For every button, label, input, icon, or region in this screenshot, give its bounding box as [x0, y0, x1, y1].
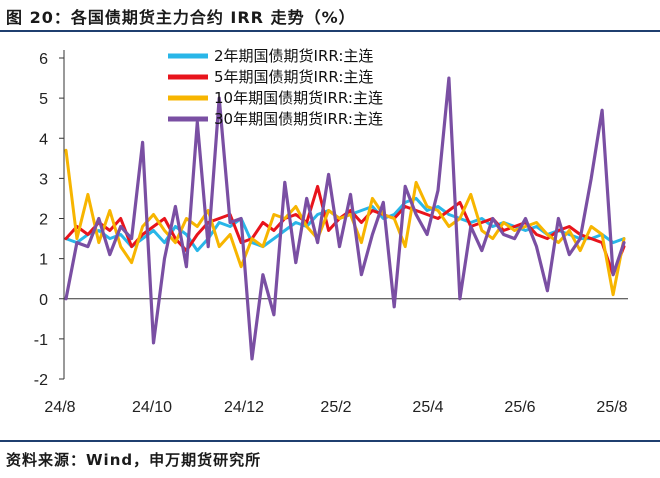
source-note: 资料来源：Wind，申万期货研究所 [6, 451, 262, 469]
legend-label: 2年期国债期货IRR:主连 [214, 47, 373, 65]
y-tick-label: 1 [39, 252, 48, 269]
legend: 2年期国债期货IRR:主连 5年期国债期货IRR:主连 10年期国债期货IRR:主连… [168, 47, 383, 128]
y-tick-label: 5 [39, 91, 48, 108]
x-tick-label: 24/8 [44, 399, 75, 416]
legend-label: 5年期国债期货IRR:主连 [214, 68, 373, 86]
y-tick-label: 4 [39, 131, 48, 148]
y-tick-label: 6 [39, 51, 48, 68]
axes: 6 5 4 3 2 1 0 -1 -2 24/8 24/10 24/12 25/2 25/4 25/6 25/… [34, 50, 628, 416]
x-tick-label: 25/4 [412, 399, 443, 416]
x-tick-label: 24/12 [224, 399, 264, 416]
x-tick-label: 24/10 [132, 399, 172, 416]
top-rule [0, 30, 660, 32]
x-tick-label: 25/6 [504, 399, 535, 416]
series-layer [64, 76, 626, 361]
x-tick-label: 25/2 [320, 399, 351, 416]
series-line-4 [64, 76, 626, 361]
y-tick-label: 3 [39, 171, 48, 188]
y-tick-label: -1 [34, 332, 48, 349]
legend-label: 30年期国债期货IRR:主连 [214, 110, 383, 128]
y-tick-label: -2 [34, 372, 48, 389]
bottom-rule [0, 440, 660, 442]
y-tick-label: 0 [39, 292, 48, 309]
figure-title: 图 20：各国债期货主力合约 IRR 走势（%） [6, 8, 356, 27]
legend-label: 10年期国债期货IRR:主连 [214, 89, 383, 107]
y-tick-label: 2 [39, 212, 48, 229]
x-tick-label: 25/8 [596, 399, 627, 416]
irr-line-chart: 6 5 4 3 2 1 0 -1 -2 24/8 24/10 24/12 25/2 25/4 25/6 25/… [34, 47, 628, 416]
